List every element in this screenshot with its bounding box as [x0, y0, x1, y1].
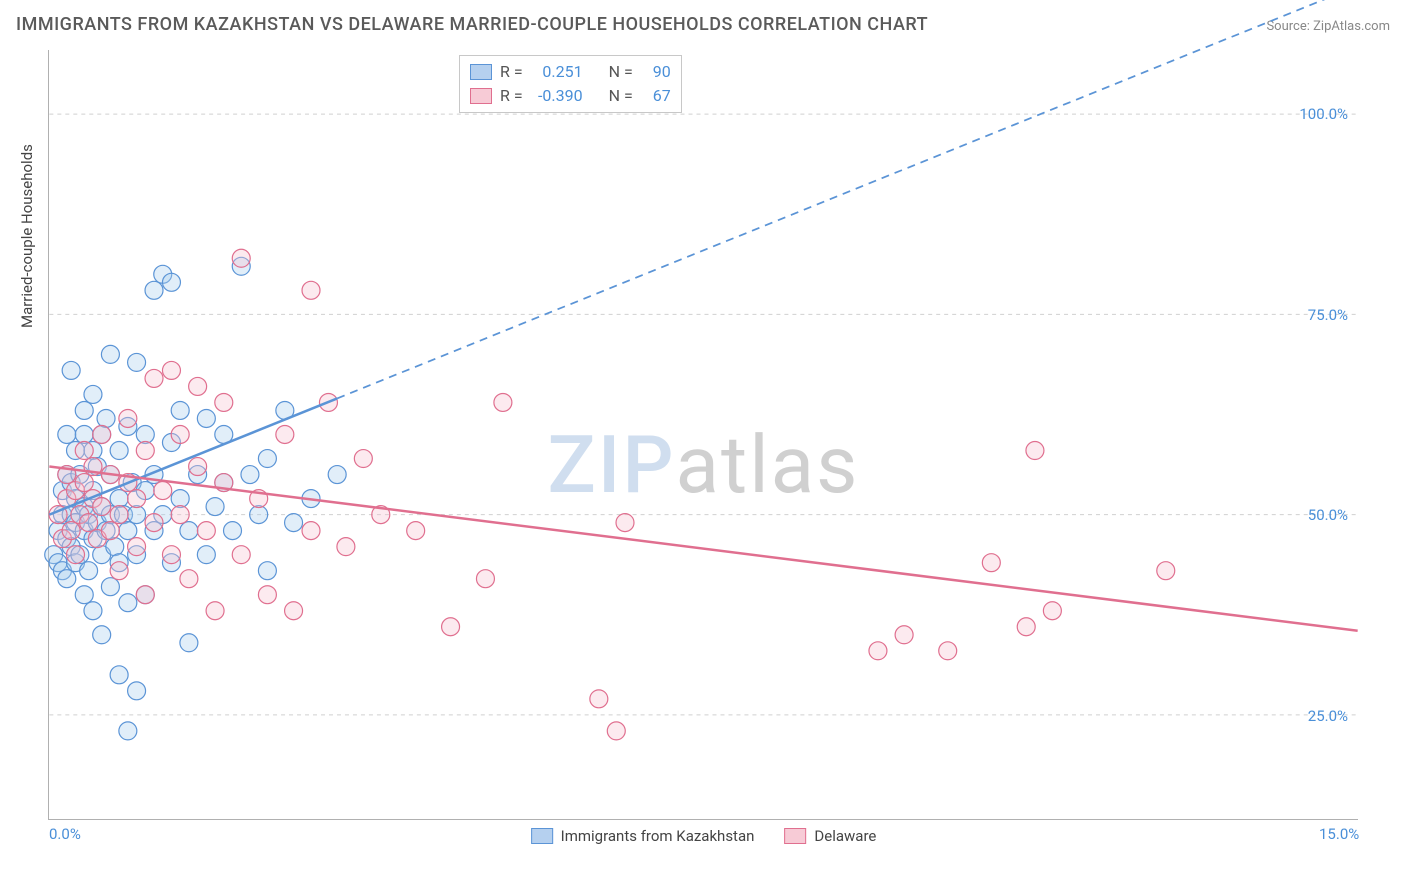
chart-title: IMMIGRANTS FROM KAZAKHSTAN VS DELAWARE M…	[16, 14, 928, 35]
legend-item-delaware: Delaware	[784, 827, 876, 845]
source-label: Source: ZipAtlas.com	[1266, 19, 1390, 34]
n-value-blue: 90	[641, 60, 671, 84]
legend-swatch-pink	[470, 88, 492, 104]
scatter-chart	[49, 50, 1358, 819]
series-legend: Immigrants from Kazakhstan Delaware	[531, 827, 877, 845]
legend-swatch-icon	[784, 828, 806, 844]
legend-item-kazakhstan: Immigrants from Kazakhstan	[531, 827, 755, 845]
correlation-legend: R = 0.251 N = 90 R = -0.390 N = 67	[459, 55, 682, 113]
y-axis-label: Married-couple Households	[18, 144, 36, 328]
x-tick-label: 15.0%	[1319, 825, 1359, 843]
legend-row-pink: R = -0.390 N = 67	[470, 84, 671, 108]
n-value-pink: 67	[641, 84, 671, 108]
r-value-blue: 0.251	[531, 60, 583, 84]
source-link[interactable]: ZipAtlas.com	[1313, 19, 1390, 34]
legend-row-blue: R = 0.251 N = 90	[470, 60, 671, 84]
y-tick-label: 50.0%	[1308, 506, 1348, 524]
x-tick-label: 0.0%	[49, 825, 81, 843]
y-tick-label: 75.0%	[1308, 306, 1348, 324]
legend-swatch-blue	[470, 64, 492, 80]
legend-swatch-icon	[531, 828, 553, 844]
r-value-pink: -0.390	[531, 84, 583, 108]
y-tick-label: 25.0%	[1308, 707, 1348, 725]
y-tick-label: 100.0%	[1299, 105, 1348, 123]
plot-area: ZIPatlas R = 0.251 N = 90 R = -0.390 N =…	[48, 50, 1358, 820]
